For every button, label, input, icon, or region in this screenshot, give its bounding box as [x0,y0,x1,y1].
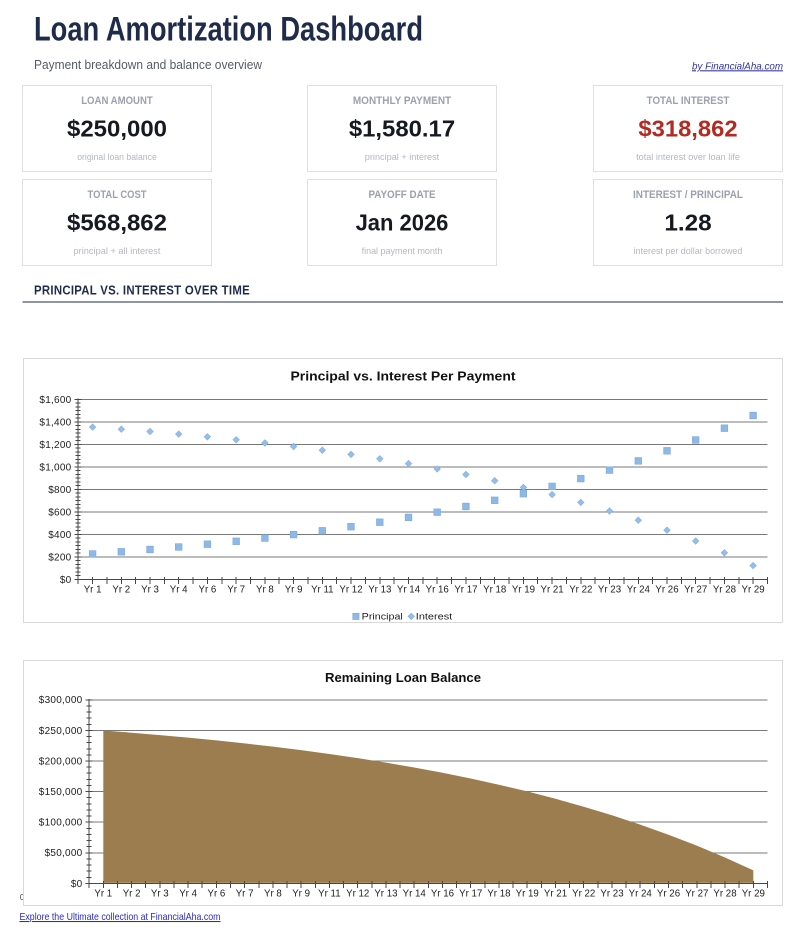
svg-text:$150,000: $150,000 [39,787,83,798]
svg-text:Yr 6: Yr 6 [208,888,226,899]
svg-text:Interest: Interest [416,612,453,623]
svg-text:Yr 1: Yr 1 [94,888,112,899]
svg-text:Yr 29: Yr 29 [742,888,765,899]
svg-text:Yr 19: Yr 19 [512,584,535,595]
svg-text:Yr 24: Yr 24 [629,888,653,899]
svg-text:Yr 8: Yr 8 [256,584,274,595]
svg-text:PAYOFF DATE: PAYOFF DATE [368,189,435,201]
svg-text:$1,000: $1,000 [39,462,71,473]
svg-text:Yr 19: Yr 19 [516,888,539,899]
svg-text:Yr 22: Yr 22 [569,584,592,595]
svg-text:$1,400: $1,400 [39,417,71,428]
svg-text:Yr 27: Yr 27 [685,888,708,899]
svg-text:Yr 9: Yr 9 [285,584,303,595]
svg-text:Yr 23: Yr 23 [600,888,623,899]
svg-text:Principal vs. Interest Per Pay: Principal vs. Interest Per Payment [291,369,517,384]
svg-text:$600: $600 [48,507,71,518]
svg-text:Yr 4: Yr 4 [170,584,188,595]
svg-text:$250,000: $250,000 [67,116,167,142]
svg-text:Yr 8: Yr 8 [264,888,282,899]
svg-text:$0: $0 [60,575,72,586]
svg-text:final payment month: final payment month [362,245,443,256]
svg-text:$400: $400 [48,530,71,541]
svg-text:$300,000: $300,000 [39,695,83,706]
svg-text:Yr 24: Yr 24 [627,584,651,595]
svg-text:0: 0 [20,892,25,902]
svg-text:$1,200: $1,200 [39,440,71,451]
svg-text:original loan balance: original loan balance [77,151,157,162]
svg-text:Explore the Ultimate collectio: Explore the Ultimate collection at Finan… [20,911,221,923]
svg-text:Payment breakdown and balance: Payment breakdown and balance overview [34,58,263,72]
svg-text:by FinancialAha.com: by FinancialAha.com [692,60,783,72]
svg-text:INTEREST / PRINCIPAL: INTEREST / PRINCIPAL [633,189,743,201]
svg-text:$800: $800 [48,485,71,496]
svg-text:Yr 18: Yr 18 [483,584,506,595]
svg-text:principal + all interest: principal + all interest [74,245,161,256]
svg-text:$568,862: $568,862 [67,210,167,236]
svg-text:Jan 2026: Jan 2026 [356,210,449,236]
svg-text:Yr 16: Yr 16 [426,584,449,595]
svg-text:$50,000: $50,000 [45,848,83,859]
svg-text:Yr 13: Yr 13 [368,584,391,595]
svg-text:Yr 26: Yr 26 [655,584,678,595]
svg-text:Yr 3: Yr 3 [151,888,169,899]
svg-text:Yr 11: Yr 11 [318,888,340,899]
svg-text:$250,000: $250,000 [39,726,83,737]
svg-text:Loan Amortization Dashboard: Loan Amortization Dashboard [34,10,423,48]
svg-text:principal + interest: principal + interest [365,151,440,162]
svg-text:Yr 18: Yr 18 [487,888,510,899]
svg-text:Remaining Loan Balance: Remaining Loan Balance [325,670,481,685]
svg-text:$200,000: $200,000 [39,756,83,767]
svg-text:Yr 6: Yr 6 [199,584,217,595]
svg-text:Yr 17: Yr 17 [459,888,482,899]
svg-text:1.28: 1.28 [664,210,711,236]
svg-text:PRINCIPAL VS. INTEREST OVER TI: PRINCIPAL VS. INTEREST OVER TIME [34,284,250,298]
svg-text:Yr 4: Yr 4 [179,888,197,899]
svg-text:$0: $0 [71,879,83,890]
svg-text:Yr 14: Yr 14 [403,888,427,899]
svg-text:$100,000: $100,000 [39,818,83,829]
svg-text:Yr 7: Yr 7 [236,888,254,899]
svg-text:Yr 3: Yr 3 [141,584,159,595]
svg-text:$200: $200 [48,552,71,563]
svg-text:$318,862: $318,862 [638,116,737,142]
svg-text:$1,580.17: $1,580.17 [349,116,455,142]
svg-text:Yr 21: Yr 21 [541,584,564,595]
svg-text:Yr 12: Yr 12 [346,888,369,899]
svg-text:Yr 14: Yr 14 [397,584,421,595]
svg-text:Yr 12: Yr 12 [339,584,362,595]
svg-text:Yr 17: Yr 17 [454,584,477,595]
svg-text:Yr 21: Yr 21 [544,888,567,899]
svg-text:Yr 28: Yr 28 [713,584,736,595]
svg-text:Yr 1: Yr 1 [84,584,102,595]
svg-text:Yr 13: Yr 13 [374,888,397,899]
svg-text:Yr 9: Yr 9 [292,888,310,899]
svg-text:Yr 22: Yr 22 [572,888,595,899]
svg-text:total interest over loan life: total interest over loan life [636,151,740,162]
svg-text:Yr 26: Yr 26 [657,888,680,899]
svg-text:Yr 7: Yr 7 [227,584,245,595]
svg-text:TOTAL COST: TOTAL COST [88,189,147,201]
svg-text:Yr 2: Yr 2 [123,888,141,899]
svg-text:Yr 16: Yr 16 [431,888,454,899]
svg-text:Principal: Principal [362,612,403,623]
svg-text:Yr 28: Yr 28 [713,888,736,899]
svg-text:Yr 27: Yr 27 [684,584,707,595]
svg-text:Yr 23: Yr 23 [598,584,621,595]
svg-text:TOTAL INTEREST: TOTAL INTEREST [647,95,730,107]
svg-text:MONTHLY PAYMENT: MONTHLY PAYMENT [353,95,452,107]
svg-text:$1,600: $1,600 [39,395,71,406]
svg-text:Yr 11: Yr 11 [311,584,333,595]
svg-text:LOAN AMOUNT: LOAN AMOUNT [81,95,153,107]
svg-text:Yr 29: Yr 29 [742,584,765,595]
svg-text:interest per dollar borrowed: interest per dollar borrowed [634,245,743,256]
svg-text:Yr 2: Yr 2 [112,584,130,595]
